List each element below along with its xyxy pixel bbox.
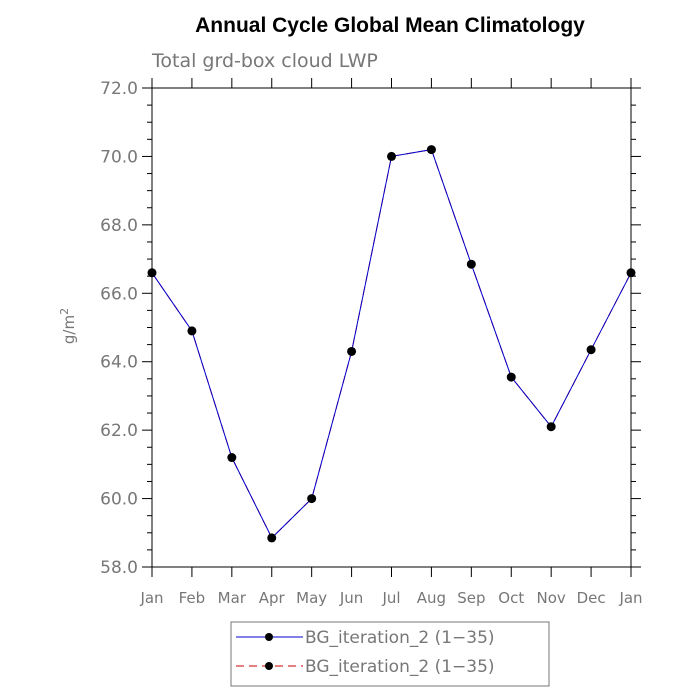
legend-label-1: BG_iteration_2 (1−35) [305,657,495,677]
legend-label-0: BG_iteration_2 (1−35) [305,628,495,648]
x-tick-label: May [296,589,327,607]
data-point [267,533,277,543]
chart-title: Annual Cycle Global Mean Climatology [195,14,585,37]
y-tick-label: 66.0 [100,284,138,304]
y-tick-label: 64.0 [100,353,138,373]
data-point [466,259,476,269]
y-axis-label-exponent: 2 [58,308,71,315]
data-point [506,372,516,382]
x-tick-label: Feb [179,589,206,607]
chart-subtitle: Total grd-box cloud LWP [151,50,378,72]
data-point [426,145,436,155]
y-tick-labels: 58.0 60.0 62.0 64.0 66.0 68.0 70.0 72.0 [100,79,138,578]
x-tick-label: Dec [577,589,606,607]
x-tick-label: Jan [618,589,642,607]
data-point [586,345,596,355]
series-line-1 [151,149,632,539]
x-tick-label: Apr [259,589,286,607]
y-tick-label: 60.0 [100,490,138,510]
data-point [387,151,396,161]
y-axis-label: g/m2 [58,308,79,344]
legend-marker-0 [265,633,273,641]
x-tick-label: Mar [218,589,247,607]
series-line-0 [151,149,632,539]
data-point [147,268,157,278]
x-tick-label: Oct [498,589,524,607]
x-tick-label: Nov [537,589,566,607]
x-tick-label: Jul [381,589,400,607]
data-point [307,494,317,504]
y-tick-label: 58.0 [100,558,138,578]
x-tick-label: Sep [457,589,485,607]
series-layer [147,145,636,543]
data-point [187,326,197,336]
data-point [546,422,556,432]
x-tick-label: Jan [139,589,163,607]
y-axis-label-unit: g/m [60,315,78,344]
x-tick-label: Jun [339,589,363,607]
data-point [347,346,357,356]
x-tick-label: Aug [417,589,446,607]
legend: BG_iteration_2 (1−35) BG_iteration_2 (1−… [230,621,550,687]
y-tick-label: 70.0 [100,147,138,167]
y-tick-label: 68.0 [100,216,138,236]
legend-marker-1 [265,662,273,670]
data-point [227,453,237,463]
legend-box [230,621,550,687]
y-tick-label: 72.0 [100,79,138,99]
y-tick-label: 62.0 [100,421,138,441]
tick-marks [142,78,641,577]
data-point [626,268,636,278]
x-tick-labels: Jan Feb Mar Apr May Jun Jul Aug Sep Oct Nov Dec Jan [139,589,642,607]
